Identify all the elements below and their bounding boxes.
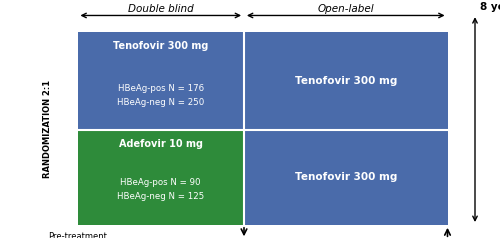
Text: HBeAg-neg N = 125: HBeAg-neg N = 125 <box>117 192 204 201</box>
Text: Open-label: Open-label <box>318 4 374 14</box>
Text: HBeAg-neg N = 250: HBeAg-neg N = 250 <box>117 98 204 107</box>
Text: 8 years: 8 years <box>480 2 500 12</box>
Text: Tenofovir 300 mg: Tenofovir 300 mg <box>294 76 397 86</box>
Bar <box>244 130 448 225</box>
Text: HBeAg-pos N = 90: HBeAg-pos N = 90 <box>120 178 201 187</box>
Text: Adefovir 10 mg: Adefovir 10 mg <box>119 139 203 149</box>
Text: HBeAg-pos N = 176: HBeAg-pos N = 176 <box>118 84 204 93</box>
Text: Pre-treatment: Pre-treatment <box>48 232 107 238</box>
Text: RANDOMIZATION 2:1: RANDOMIZATION 2:1 <box>43 79 52 178</box>
Text: Tenofovir 300 mg: Tenofovir 300 mg <box>294 172 397 182</box>
Bar <box>78 130 244 225</box>
Text: Tenofovir 300 mg: Tenofovir 300 mg <box>113 41 208 51</box>
Bar <box>244 32 448 130</box>
Bar <box>78 32 244 130</box>
Text: Double blind: Double blind <box>128 4 194 14</box>
